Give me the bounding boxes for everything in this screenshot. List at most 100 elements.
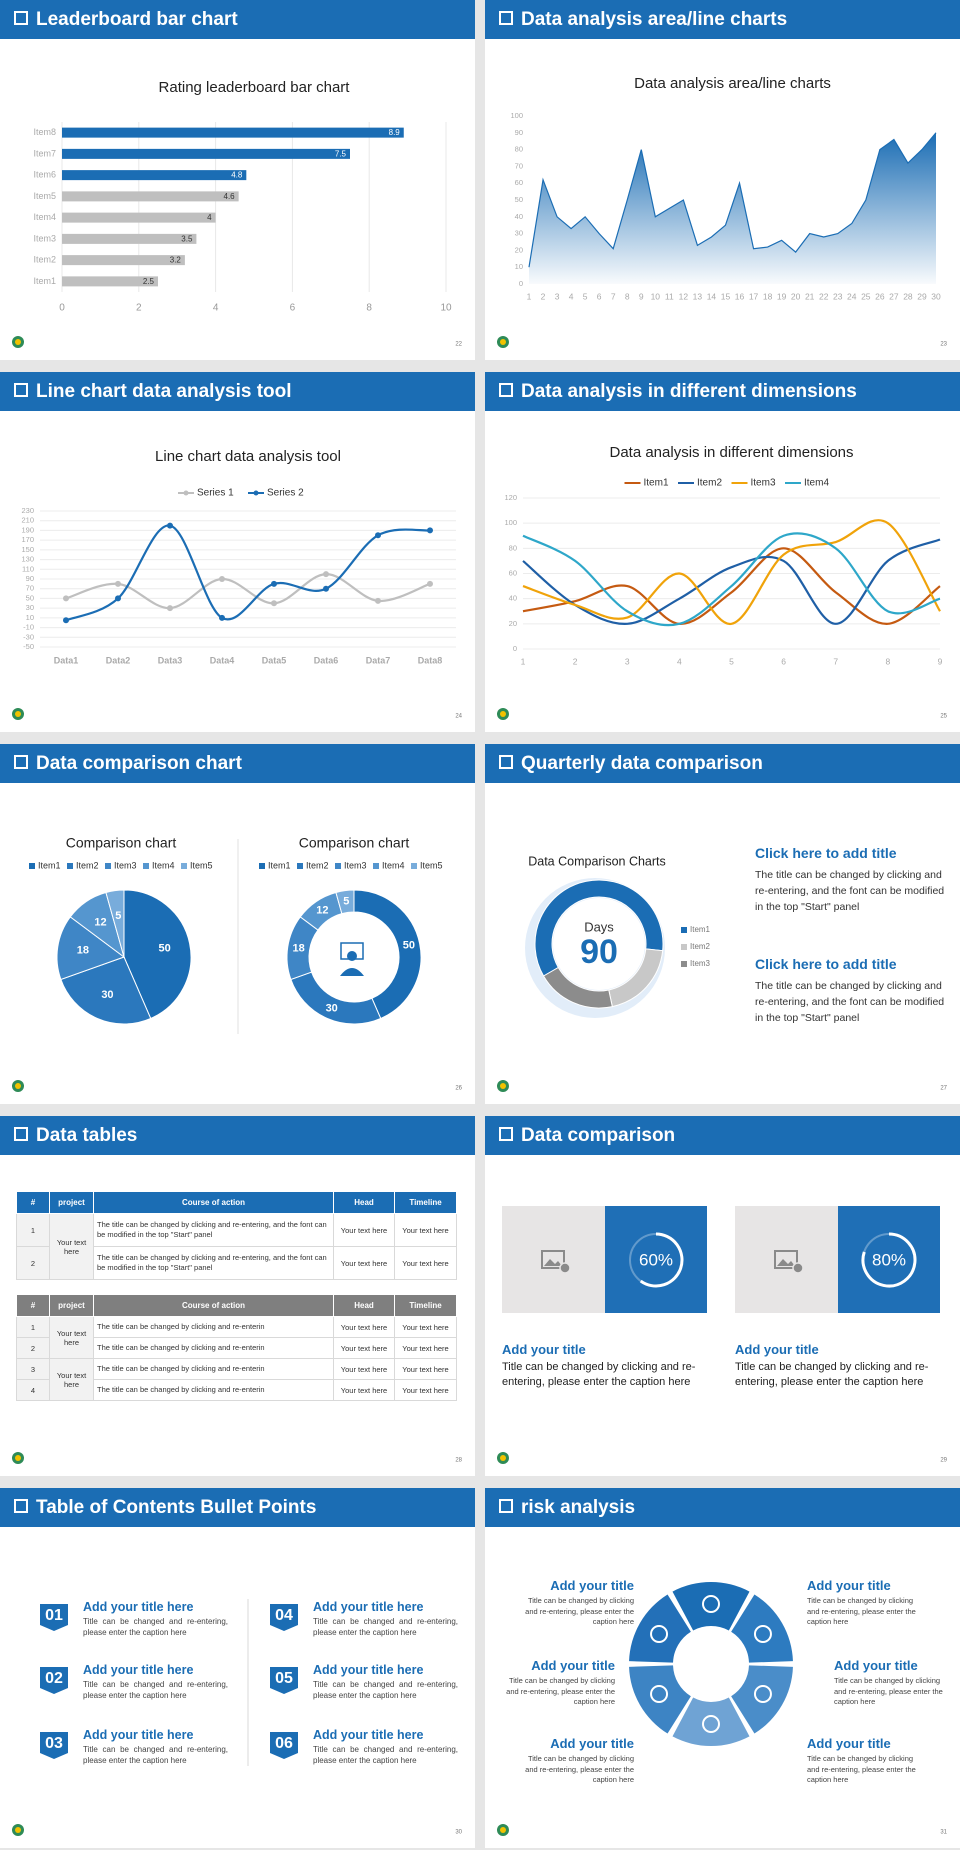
y-tick-label: 90 [26,574,34,583]
logo-center [500,711,506,717]
note-title: Click here to add title [755,956,897,972]
slide-canvas: 27 Data Comparison Charts Item1 Item2 Item3 D… [497,854,948,1092]
line [65,524,431,622]
timeline-cell: Your text here [394,1337,457,1359]
y-tick-label: 60 [509,568,517,577]
data-label: 50 [159,942,171,954]
chart-title: Comparison chart [299,835,410,851]
x-tick-label: 7 [833,656,838,666]
risk-text: Title can be changed by clicking and re-… [834,1676,943,1706]
y-tick-label: 110 [22,564,34,573]
card-caption: Add your title Title can be changed by cl… [502,1342,707,1390]
slice [56,916,126,981]
item-text: Title can be changed and re-entering, pl… [83,1680,228,1700]
risk-title: Add your title [807,1736,891,1751]
slide: 26 Comparison chart 50 30 18 12 5 Item1 Item2 Ite… [0,744,475,1104]
x-tick-label: 5 [583,291,588,301]
y-tick-label: 20 [509,619,517,628]
y-tick-label: 100 [510,111,523,120]
logo-center [500,1083,506,1089]
y-tick-label: 60 [515,178,523,187]
legend-swatch [681,944,687,950]
legend-label: Item3 [751,478,776,489]
x-tick-label: 4 [569,291,574,301]
header-icon [14,10,28,25]
marker [63,595,69,602]
y-tick-label: 120 [504,493,517,502]
cycle-segment [731,1665,793,1734]
x-tick-label: 14 [707,291,717,301]
slide-header: Data analysis in different dimensions [485,372,960,411]
risk: Add your title Title can be changed by cl… [834,1658,952,1708]
y-tick-label: Item6 [33,170,56,180]
x-tick-label: Data6 [314,655,339,665]
x-tick-label: 6 [781,656,786,666]
cycle-icon [650,1685,669,1703]
bar [62,233,197,244]
marker [219,576,225,582]
x-tick-label: 24 [847,291,857,301]
risk: Add your title Title can be changed by cl… [516,1736,634,1786]
legend-swatch [29,863,35,869]
x-tick-label: 16 [735,291,745,301]
data-label: 30 [101,989,113,1001]
slide-canvas: 29 60% 80% [497,1206,948,1464]
risk-title: Add your title [550,1578,634,1593]
cycle-icon [702,1595,720,1613]
header-icon [499,382,513,397]
timeline-cell: Your text here [394,1316,457,1338]
x-tick-label: Data3 [158,655,183,665]
page-number: 25 [940,714,947,720]
cycle-segment [629,1665,691,1734]
card-text: Title can be changed by clicking and re-… [735,1361,929,1388]
value-panel [838,1206,940,1313]
data-label: 8.9 [389,128,401,137]
y-tick-label: 10 [515,262,523,271]
row-number: 1 [16,1213,50,1247]
legend-label: Item4 [382,860,405,870]
item-title: Add your title here [313,1663,424,1677]
logo-center [15,711,21,717]
x-tick-label: Data8 [418,655,443,665]
page-number: 23 [940,342,947,348]
x-tick-label: 6 [290,303,296,314]
legend-swatch [681,927,687,933]
x-tick-label: 7 [611,291,616,301]
logo-center [15,1827,21,1833]
timeline-cell: Your text here [394,1213,457,1247]
marker [375,532,381,539]
slide-header: Data tables [0,1116,475,1155]
y-tick-label: 70 [515,161,523,170]
marker [323,585,329,592]
area [529,132,936,284]
action-cell: The title can be changed by clicking and… [93,1213,334,1247]
y-tick-label: -30 [23,632,34,641]
slide-canvas: 22 Rating leaderboard bar chart 0 2 4 6 8 10 Ite… [12,79,463,348]
slide-header: Data comparison chart [0,744,475,783]
line [522,519,941,625]
x-tick-label: 25 [861,291,871,301]
card-text: Title can be changed by clicking and re-… [502,1361,696,1388]
item-text: Title can be changed and re-entering, pl… [313,1617,458,1637]
legend-label: Item3 [114,860,137,870]
x-tick-label: 18 [763,291,773,301]
head-cell: Your text here [333,1213,395,1247]
item-number: 02 [45,1670,63,1687]
y-tick-label: 40 [509,594,517,603]
x-tick-label: Data2 [106,655,131,665]
item: Add your title here Title can be changed … [313,1728,458,1766]
item-number: 06 [275,1735,293,1752]
header-cell: Timeline [394,1191,457,1214]
x-tick-label: 2 [541,291,546,301]
cycle-icon [650,1625,669,1643]
data-label: 18 [77,945,89,957]
head-cell: Your text here [333,1316,395,1338]
x-tick-label: 19 [777,291,787,301]
risk: Add your title Title can be changed by cl… [497,1658,615,1708]
image-icon-plus [792,1262,804,1274]
data-label: 5 [343,895,349,907]
slice [534,879,664,977]
image-icon-plus [559,1262,571,1274]
item-number: 05 [275,1670,293,1687]
slide-title: Data analysis area/line charts [521,9,788,30]
